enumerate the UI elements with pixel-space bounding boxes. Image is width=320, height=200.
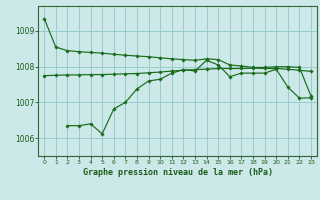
X-axis label: Graphe pression niveau de la mer (hPa): Graphe pression niveau de la mer (hPa) bbox=[83, 168, 273, 177]
